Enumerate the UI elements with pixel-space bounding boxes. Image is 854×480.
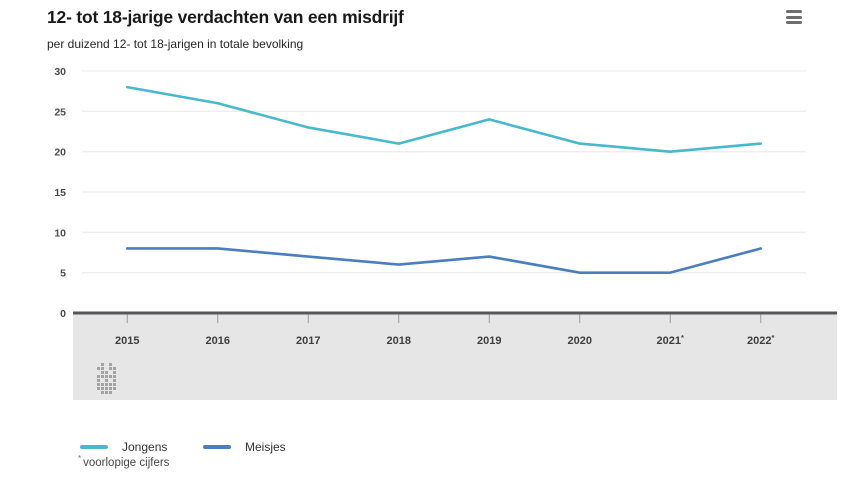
meisjes-line-swatch bbox=[203, 445, 231, 449]
jongens-line-swatch bbox=[80, 445, 108, 449]
y-axis-label: 10 bbox=[54, 227, 66, 239]
series-line-jongens[interactable] bbox=[125, 85, 763, 153]
footnote: * voorlopige cijfers bbox=[78, 454, 169, 469]
legend-label-jongens: Jongens bbox=[122, 440, 168, 454]
x-axis-label: 2015 bbox=[115, 335, 139, 347]
hamburger-icon bbox=[786, 10, 802, 13]
x-axis-label: 2017 bbox=[296, 335, 320, 347]
y-axis-label: 5 bbox=[60, 268, 66, 280]
x-axis-label: 2022* bbox=[747, 333, 774, 347]
footnote-text: voorlopige cijfers bbox=[83, 456, 170, 469]
y-axis-label: 15 bbox=[54, 187, 66, 199]
legend-item-meisjes[interactable]: Meisjes bbox=[203, 440, 286, 454]
x-axis-label: 2018 bbox=[387, 335, 411, 347]
chart-legend: Jongens Meisjes bbox=[0, 435, 854, 454]
legend-item-jongens[interactable]: Jongens bbox=[80, 440, 167, 454]
y-axis-label: 30 bbox=[54, 66, 66, 78]
footnote-marker: * bbox=[78, 454, 82, 463]
x-axis-label: 2016 bbox=[206, 335, 230, 347]
chart-subtitle: per duizend 12- tot 18-jarigen in totale… bbox=[47, 37, 304, 51]
cbs-logo-icon bbox=[97, 363, 100, 366]
page-title: 12- tot 18-jarige verdachten van een mis… bbox=[47, 7, 404, 27]
chart-menu-button[interactable] bbox=[786, 10, 804, 26]
x-axis-label: 2019 bbox=[477, 335, 501, 347]
x-axis-band bbox=[73, 313, 837, 400]
x-axis-label: 2020 bbox=[568, 335, 592, 347]
x-axis-label: 2021* bbox=[657, 333, 684, 347]
series-line-meisjes[interactable] bbox=[125, 247, 763, 274]
y-axis-label: 20 bbox=[54, 147, 66, 159]
y-axis-label: 25 bbox=[54, 106, 66, 118]
legend-label-meisjes: Meisjes bbox=[245, 440, 286, 454]
y-axis-label: 0 bbox=[60, 308, 66, 320]
